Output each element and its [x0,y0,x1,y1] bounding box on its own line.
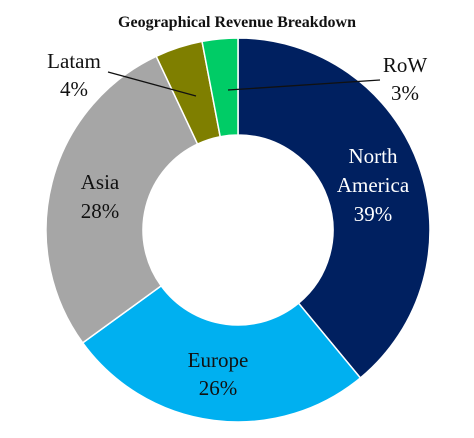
leader-line-row [227,79,381,91]
slice-label-line: 26% [199,376,238,400]
slice-asia [45,55,199,344]
slice-row [201,37,239,138]
slice-label-line: Europe [188,348,249,372]
slice-label-asia: Asia 28% [81,170,120,223]
slice-europe [81,284,362,423]
slice-label-line: 4% [60,77,88,101]
slice-label-line: 39% [354,202,393,226]
leader-line-latam [107,71,197,97]
leader-lines [107,71,381,97]
slice-label-line: 28% [81,199,120,223]
slice-label-row: RoW 3% [383,53,428,105]
chart-title: Geographical Revenue Breakdown [118,14,356,31]
slice-north-america [237,37,431,379]
slice-label-line: North [349,144,398,168]
slice-labels: North America 39% Europe 26% Asia 28% Latam 4% Ro… [47,49,427,400]
slice-label-europe: Europe 26% [188,348,249,400]
slice-label-latam: Latam 4% [47,49,101,101]
donut-slices [45,37,431,423]
slice-label-line: Latam [47,49,101,73]
slice-label-line: Asia [81,170,120,194]
slice-label-line: RoW [383,53,428,77]
slice-label-line: America [337,173,410,197]
slice-label-north-america: North America 39% [337,144,410,226]
slice-label-line: 3% [391,81,419,105]
